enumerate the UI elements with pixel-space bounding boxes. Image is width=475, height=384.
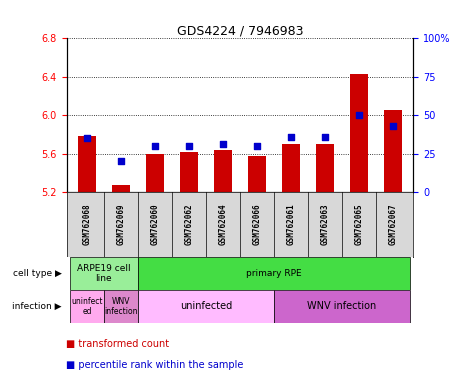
Point	[151, 143, 159, 149]
Bar	[350, 74, 368, 192]
Point	[83, 135, 91, 141]
Bar	[145, 154, 164, 192]
Text: primary RPE: primary RPE	[246, 269, 302, 278]
Text: WNV
infection: WNV infection	[104, 296, 138, 316]
Text: GSM762069: GSM762069	[116, 204, 125, 245]
Text: GSM762062: GSM762062	[184, 204, 193, 245]
Point	[355, 112, 362, 118]
Bar	[70, 290, 104, 323]
Text: WNV infection: WNV infection	[307, 301, 377, 311]
Text: GSM762064: GSM762064	[218, 204, 228, 245]
Text: GSM762067: GSM762067	[389, 204, 398, 245]
Text: infection ▶: infection ▶	[12, 302, 62, 311]
Bar	[315, 144, 334, 192]
Text: ARPE19 cell
line: ARPE19 cell line	[77, 264, 131, 283]
Text: GSM762060: GSM762060	[151, 204, 160, 245]
Bar	[180, 152, 198, 192]
Bar	[112, 185, 130, 192]
Bar	[214, 150, 232, 192]
Bar	[104, 290, 138, 323]
Bar	[383, 111, 402, 192]
Bar	[282, 144, 300, 192]
Text: cell type ▶: cell type ▶	[13, 269, 62, 278]
Text: uninfected: uninfected	[180, 301, 232, 311]
Text: uninfect
ed: uninfect ed	[71, 296, 103, 316]
Title: GDS4224 / 7946983: GDS4224 / 7946983	[177, 24, 303, 37]
Bar	[77, 136, 96, 192]
Point	[253, 143, 261, 149]
Bar	[70, 257, 138, 290]
Point	[185, 143, 193, 149]
Point	[287, 134, 294, 140]
Bar	[274, 290, 410, 323]
Point	[219, 141, 227, 147]
Text: GSM762066: GSM762066	[252, 204, 261, 245]
Point	[117, 158, 125, 164]
Text: GSM762065: GSM762065	[354, 204, 363, 245]
Text: GSM762068: GSM762068	[82, 204, 91, 245]
Point	[321, 134, 329, 140]
Bar	[138, 257, 410, 290]
Text: ■ percentile rank within the sample: ■ percentile rank within the sample	[66, 360, 244, 370]
Bar	[138, 290, 274, 323]
Point	[389, 123, 397, 129]
Bar	[247, 156, 266, 192]
Text: GSM762061: GSM762061	[286, 204, 295, 245]
Text: GSM762063: GSM762063	[320, 204, 329, 245]
Text: ■ transformed count: ■ transformed count	[66, 339, 170, 349]
